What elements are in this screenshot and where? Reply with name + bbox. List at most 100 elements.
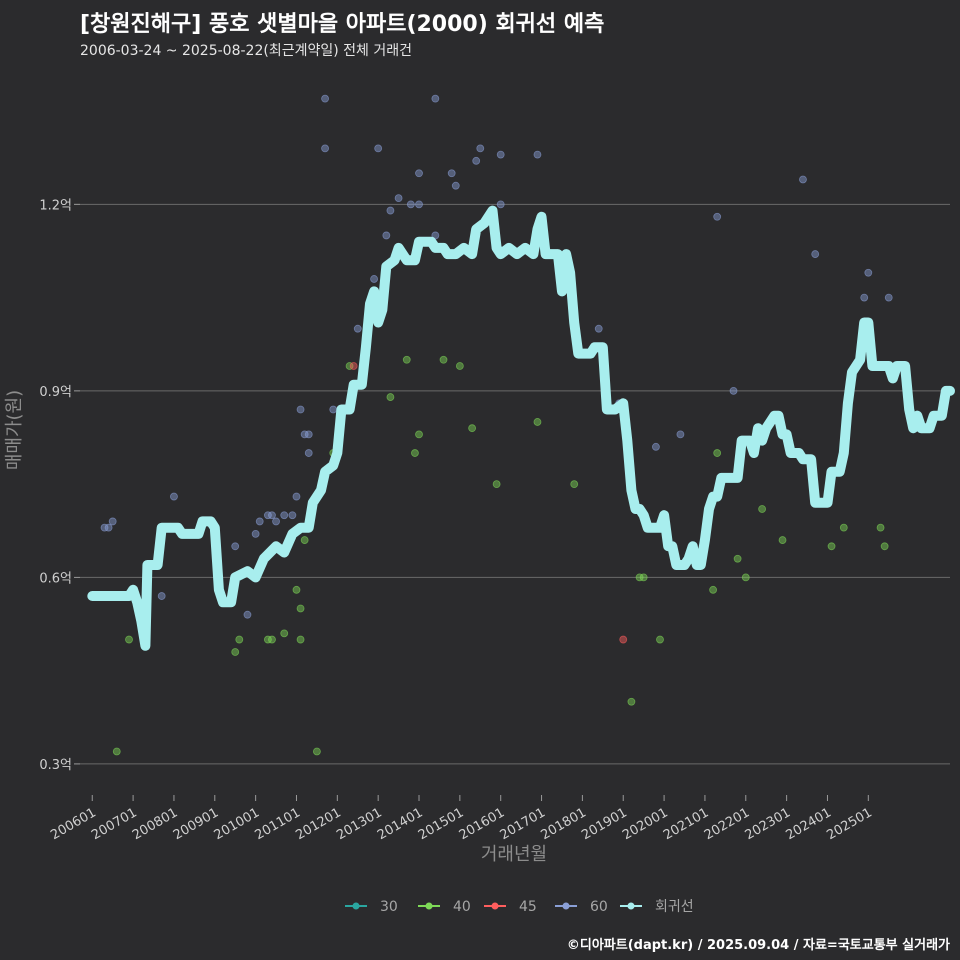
data-point-60	[263, 511, 272, 520]
x-tick-label: 201701	[498, 805, 548, 843]
x-tick-label: 201301	[334, 805, 384, 843]
data-point-40	[709, 585, 717, 594]
data-point-40	[827, 542, 836, 551]
data-point-60	[884, 293, 893, 302]
data-point-40	[386, 393, 395, 401]
regression-line	[87, 205, 955, 651]
legend-label: 회귀선	[655, 899, 694, 915]
data-point-60	[108, 517, 117, 526]
data-point-40	[268, 635, 276, 644]
legend-item-regression[interactable]: 회귀선	[620, 899, 694, 915]
legend-key-dot	[425, 902, 433, 910]
x-tick-label: 202301	[743, 805, 793, 843]
legend-key-dot	[491, 902, 499, 910]
data-point-60	[370, 275, 378, 283]
data-point-60	[533, 150, 542, 159]
data-point-60	[447, 169, 456, 178]
data-point-60	[157, 592, 166, 600]
y-tick-labels: 0.3억 0.6억 0.9억 1.2억	[39, 198, 72, 773]
data-point-40	[876, 523, 885, 532]
legend: 30 40 45 60 회귀선	[345, 899, 694, 915]
x-tick-label: 201401	[375, 805, 425, 843]
data-point-60	[652, 442, 660, 451]
x-tick-label: 202401	[784, 805, 834, 843]
y-tick-label: 1.2억	[39, 198, 72, 213]
data-point-40	[570, 480, 579, 489]
data-point-40	[292, 585, 301, 594]
data-point-60	[451, 181, 460, 190]
data-point-60	[231, 542, 240, 551]
x-tick-label: 202101	[661, 805, 711, 843]
data-point-60	[374, 144, 383, 153]
data-point-60	[406, 200, 415, 209]
x-tick-label: 200701	[89, 805, 139, 843]
data-point-40	[411, 449, 419, 457]
regression-layer	[87, 205, 955, 651]
y-tick-label: 0.6억	[39, 571, 72, 586]
data-point-60	[676, 430, 685, 439]
legend-label: 60	[590, 899, 608, 915]
data-point-60	[288, 511, 297, 520]
data-point-60	[594, 324, 603, 333]
data-point-60	[713, 212, 722, 221]
data-point-60	[268, 511, 276, 520]
x-tick-label: 201901	[579, 805, 629, 843]
data-point-60	[296, 405, 305, 414]
legend-label: 45	[519, 899, 537, 915]
data-point-60	[496, 200, 505, 209]
data-point-60	[799, 175, 807, 184]
legend-label: 30	[380, 899, 398, 915]
legend-label: 40	[453, 899, 471, 915]
data-point-60	[353, 324, 362, 333]
data-point-40	[296, 635, 305, 644]
data-point-40	[778, 536, 787, 544]
x-tick-label: 200601	[48, 805, 98, 843]
data-point-60	[251, 529, 260, 538]
data-point-40	[300, 536, 309, 544]
data-points	[100, 94, 893, 756]
legend-item-30[interactable]: 30	[345, 899, 398, 915]
data-point-60	[300, 430, 309, 439]
data-point-40	[263, 635, 272, 644]
data-point-40	[627, 697, 636, 706]
x-tick-label: 201101	[253, 805, 303, 843]
data-point-60	[243, 610, 252, 619]
data-point-45	[349, 362, 358, 370]
legend-key-dot	[352, 902, 360, 910]
data-point-40	[733, 554, 742, 563]
x-tick-label: 200801	[130, 805, 180, 843]
x-tick-label: 202201	[702, 805, 752, 843]
data-point-60	[272, 517, 280, 526]
data-point-40	[439, 355, 448, 364]
x-tick-label: 201501	[416, 805, 466, 843]
legend-key-dot	[627, 902, 635, 910]
data-point-40	[313, 747, 321, 756]
x-tick-label: 202001	[620, 805, 670, 843]
data-point-45	[619, 635, 628, 644]
data-point-60	[415, 169, 423, 178]
data-point-60	[431, 94, 440, 103]
x-tick-label: 201601	[457, 805, 507, 843]
data-point-40	[231, 648, 240, 656]
data-point-40	[839, 523, 848, 532]
data-point-60	[100, 523, 109, 532]
data-point-40	[639, 573, 648, 582]
x-tick-label: 200901	[171, 805, 221, 843]
data-point-40	[880, 542, 889, 551]
x-tick-label: 201801	[538, 805, 588, 843]
data-point-40	[741, 573, 750, 582]
legend-key-dot	[562, 902, 570, 910]
data-point-60	[170, 492, 178, 501]
data-point-40	[713, 449, 722, 457]
data-point-60	[496, 150, 505, 159]
data-point-40	[492, 480, 501, 489]
data-point-60	[329, 405, 338, 414]
data-point-60	[255, 517, 264, 526]
x-tick-label: 201001	[212, 805, 262, 843]
data-point-60	[864, 268, 873, 277]
x-tick-label: 201201	[293, 805, 343, 843]
legend-item-40[interactable]: 40	[418, 899, 471, 915]
legend-item-60[interactable]: 60	[555, 899, 608, 915]
data-point-40	[758, 505, 767, 513]
legend-item-45[interactable]: 45	[484, 899, 537, 915]
